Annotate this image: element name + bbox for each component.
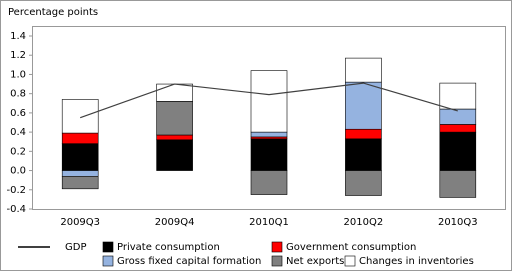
x-tick-label: 2010Q3 [438, 217, 478, 228]
bar-segment [61, 170, 99, 177]
y-tick-label: 1.0 [10, 69, 26, 80]
legend-swatch [102, 255, 114, 267]
y-tick-label: 0.4 [10, 127, 26, 138]
x-tick-label: 2010Q2 [344, 217, 384, 228]
bar-segment [156, 134, 193, 141]
bar-segment [61, 99, 99, 134]
x-tick-label: 2010Q1 [249, 217, 289, 228]
y-tick-label: 0.6 [10, 108, 26, 119]
bar-segment [156, 139, 193, 171]
bar-segment [156, 101, 193, 136]
legend-label: Private consumption [117, 242, 220, 253]
bar-segment [345, 81, 382, 130]
y-tick-label: 1.2 [10, 50, 26, 61]
y-tick-label: 0.8 [10, 89, 26, 100]
y-tick-label: -0.2 [6, 185, 26, 196]
bar-segment [439, 108, 477, 125]
legend-label: Gross fixed capital formation [117, 256, 261, 267]
bar-segment [439, 82, 477, 110]
x-tick-label: 2009Q3 [60, 217, 100, 228]
plot-frame [32, 26, 506, 210]
bar-segment [345, 138, 382, 171]
bar-segment [439, 170, 477, 198]
bar-segment [250, 131, 288, 138]
legend-label: Changes in inventories [359, 256, 474, 267]
bar-segment [250, 170, 288, 195]
bar-segment [61, 132, 99, 144]
legend-label: GDP [65, 242, 86, 253]
legend-swatch [271, 241, 283, 253]
bar-segment [61, 176, 99, 190]
bar-segment [345, 170, 382, 196]
bar-segment [439, 124, 477, 133]
y-tick-label: -0.4 [6, 204, 26, 215]
y-tick-label: 0.0 [10, 166, 26, 177]
legend-swatch [102, 241, 114, 253]
bar-segment [250, 70, 288, 133]
bar-segment [250, 138, 288, 171]
bar-segment [61, 143, 99, 171]
bar-segment [345, 57, 382, 83]
legend-swatch [344, 255, 356, 267]
bar-segment [439, 131, 477, 171]
gdp-line [79, 82, 458, 119]
y-tick-label: 1.4 [10, 31, 26, 42]
bar-segment [156, 83, 193, 102]
x-tick-label: 2009Q4 [155, 217, 195, 228]
y-tick-label: 0.2 [10, 146, 26, 157]
legend-swatch [271, 255, 283, 267]
bar-segment [345, 128, 382, 140]
y-axis-label: Percentage points [8, 7, 98, 18]
legend-label: Government consumption [286, 242, 416, 253]
legend-label: Net exports [286, 256, 344, 267]
